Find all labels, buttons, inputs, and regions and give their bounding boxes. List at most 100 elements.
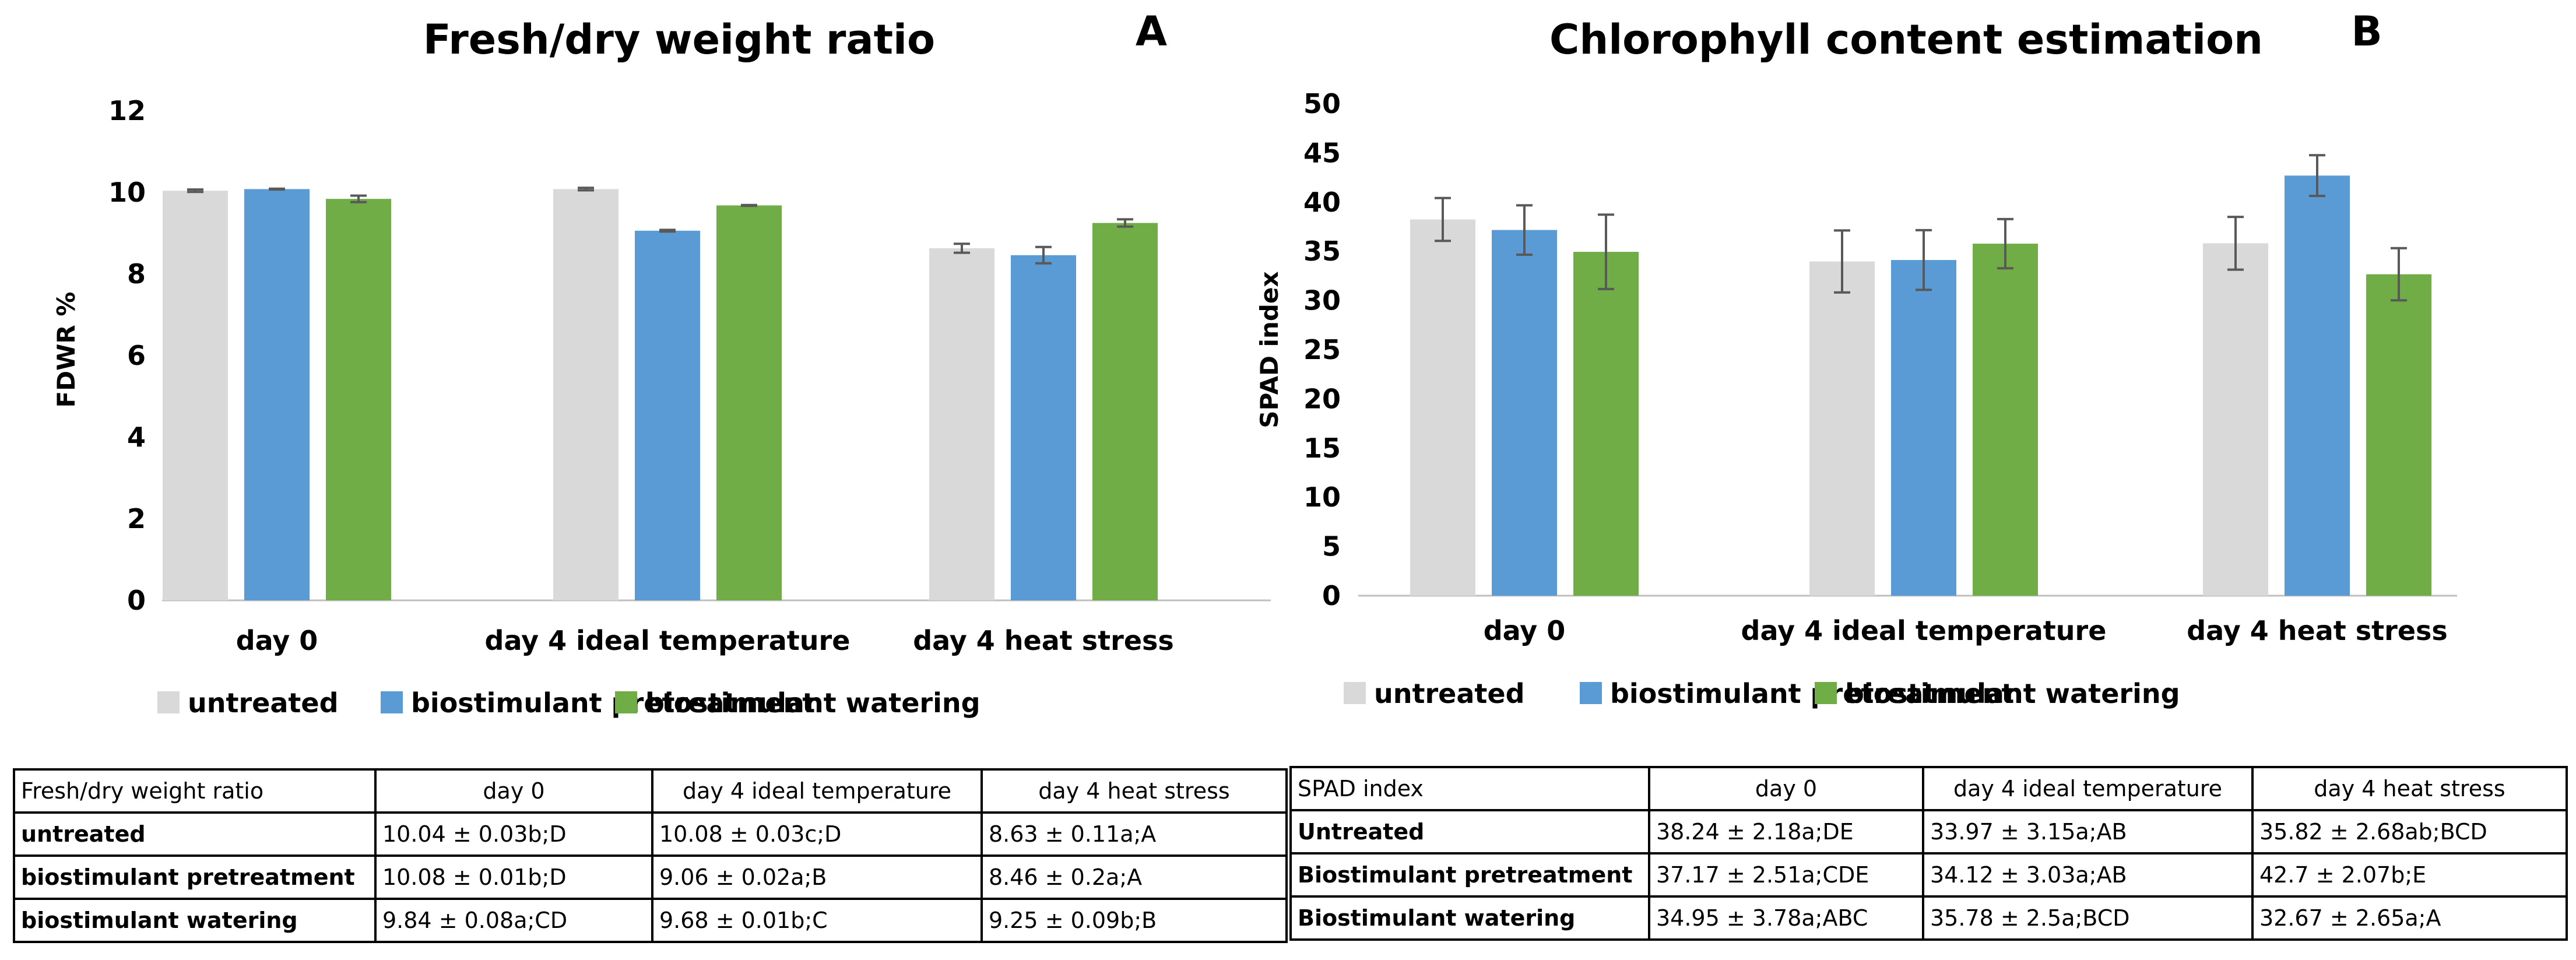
table-cell: 34.95 ± 3.78a;ABC: [1648, 895, 1924, 941]
y-tick-label: 12: [108, 95, 146, 126]
y-tick-label: 0: [1322, 580, 1341, 611]
table-cell: 42.7 ± 2.07b;E: [2251, 852, 2568, 898]
table-cell: 9.25 ± 0.09b;B: [981, 898, 1288, 943]
table-cell: 35.82 ± 2.68ab;BCD: [2251, 809, 2568, 854]
table-cell: 9.06 ± 0.02a;B: [651, 854, 983, 900]
chart-title: Fresh/dry weight ratio: [423, 16, 935, 64]
y-tick-label: 5: [1322, 531, 1341, 562]
y-tick-label: 30: [1303, 285, 1341, 317]
y-tick-label: 4: [127, 421, 146, 453]
bar: [2366, 274, 2431, 596]
legend-label: untreated: [1374, 678, 1525, 709]
x-tick-label: day 0: [1484, 615, 1566, 646]
table-row: Biostimulant watering 34.95 ± 3.78a;ABC …: [1289, 895, 2568, 941]
bar: [1410, 219, 1475, 596]
y-tick-label: 10: [1303, 481, 1341, 513]
bar: [2285, 175, 2350, 596]
table-row: Untreated 38.24 ± 2.18a;DE 33.97 ± 3.15a…: [1289, 809, 2568, 854]
table-cell: 37.17 ± 2.51a;CDE: [1648, 852, 1924, 898]
table-header-cell: day 4 ideal temperature: [1922, 766, 2254, 811]
x-tick-label: day 4 ideal temperature: [485, 625, 851, 656]
y-tick-label: 45: [1303, 137, 1341, 168]
bar: [929, 248, 994, 600]
table-header-cell: day 0: [1648, 766, 1924, 811]
table-header-row: Fresh/dry weight ratio day 0 day 4 ideal…: [13, 768, 1288, 814]
bar: [1973, 244, 2038, 596]
y-axis-label: FDWR %: [52, 292, 80, 408]
table-fresh-dry-weight: Fresh/dry weight ratio day 0 day 4 ideal…: [13, 768, 1288, 943]
chart-fresh-dry-weight: Fresh/dry weight ratio A FDWR % 0 2 4 6 8 10 12 da…: [52, 8, 1271, 719]
table-row-label: biostimulant pretreatment: [13, 854, 377, 900]
x-tick-label: day 4 heat stress: [2187, 615, 2448, 646]
legend-swatch: [615, 691, 637, 713]
table-cell: 8.46 ± 0.2a;A: [981, 854, 1288, 900]
y-tick-label: 20: [1303, 383, 1341, 414]
x-tick-label: day 4 heat stress: [913, 625, 1174, 656]
y-tick-label: 10: [108, 177, 146, 208]
panel-label: A: [1136, 8, 1167, 55]
bar: [163, 191, 228, 600]
legend-swatch: [1344, 682, 1366, 704]
table-row-label: Untreated: [1289, 809, 1650, 854]
table-header-cell: Fresh/dry weight ratio: [13, 768, 377, 814]
table-cell: 10.08 ± 0.03c;D: [651, 811, 983, 857]
table-cell: 10.04 ± 0.03b;D: [374, 811, 653, 857]
chart-title: Chlorophyll content estimation: [1549, 16, 2263, 64]
table-row-label: Biostimulant watering: [1289, 895, 1650, 941]
y-tick-label: 50: [1303, 88, 1341, 119]
table-header-row: SPAD index day 0 day 4 ideal temperature…: [1289, 766, 2568, 811]
table-row: biostimulant watering 9.84 ± 0.08a;CD 9.…: [13, 898, 1288, 943]
table-cell: 33.97 ± 3.15a;AB: [1922, 809, 2254, 854]
bar: [1092, 223, 1158, 600]
bar: [326, 199, 391, 600]
bar: [553, 189, 618, 600]
legend-swatch: [1580, 682, 1602, 704]
bar: [1492, 230, 1557, 596]
table-header-cell: SPAD index: [1289, 766, 1650, 811]
x-tick-label: day 0: [236, 625, 318, 656]
table-cell: 38.24 ± 2.18a;DE: [1648, 809, 1924, 854]
bar: [2203, 243, 2268, 596]
legend-label: biostimulant pretreatment: [1610, 678, 2014, 709]
table-row: untreated 10.04 ± 0.03b;D 10.08 ± 0.03c;…: [13, 811, 1288, 857]
table-cell: 32.67 ± 2.65a;A: [2251, 895, 2568, 941]
y-tick-label: 25: [1303, 334, 1341, 365]
panel-label: B: [2351, 8, 2382, 55]
legend-label: biostimulant watering: [645, 687, 981, 719]
table-row-label: untreated: [13, 811, 377, 857]
legend-swatch: [157, 691, 180, 713]
chart-chlorophyll: Chlorophyll content estimation B SPAD inde…: [1255, 8, 2457, 709]
y-tick-label: 0: [127, 585, 146, 616]
table-header-cell: day 4 heat stress: [2251, 766, 2568, 811]
legend-label: biostimulant watering: [1845, 678, 2180, 709]
y-tick-label: 35: [1303, 235, 1341, 267]
table-header-cell: day 0: [374, 768, 653, 814]
table-cell: 8.63 ± 0.11a;A: [981, 811, 1288, 857]
bar: [244, 189, 310, 600]
table-cell: 9.68 ± 0.01b;C: [651, 898, 983, 943]
bar: [635, 230, 700, 600]
table-cell: 9.84 ± 0.08a;CD: [374, 898, 653, 943]
legend-swatch: [1815, 682, 1837, 704]
table-header-cell: day 4 heat stress: [981, 768, 1288, 814]
charts: Fresh/dry weight ratio A FDWR % 0 2 4 6 8 10 12 da…: [52, 8, 2457, 719]
table-header-cell: day 4 ideal temperature: [651, 768, 983, 814]
bar: [1011, 255, 1076, 600]
table-row-label: biostimulant watering: [13, 898, 377, 943]
legend-swatch: [381, 691, 403, 713]
table-cell: 10.08 ± 0.01b;D: [374, 854, 653, 900]
y-tick-label: 8: [127, 258, 146, 290]
table-row-label: Biostimulant pretreatment: [1289, 852, 1650, 898]
y-tick-label: 15: [1303, 432, 1341, 464]
bar: [1891, 260, 1956, 596]
y-axis-label: SPAD index: [1255, 271, 1284, 428]
bar: [1809, 261, 1875, 596]
bar: [716, 205, 782, 600]
y-tick-label: 40: [1303, 187, 1341, 218]
table-row: Biostimulant pretreatment 37.17 ± 2.51a;…: [1289, 852, 2568, 898]
table-spad-index: SPAD index day 0 day 4 ideal temperature…: [1289, 766, 2568, 941]
bar: [1573, 252, 1639, 596]
x-tick-label: day 4 ideal temperature: [1741, 615, 2107, 646]
table-row: biostimulant pretreatment 10.08 ± 0.01b;…: [13, 854, 1288, 900]
y-tick-label: 6: [127, 340, 146, 371]
